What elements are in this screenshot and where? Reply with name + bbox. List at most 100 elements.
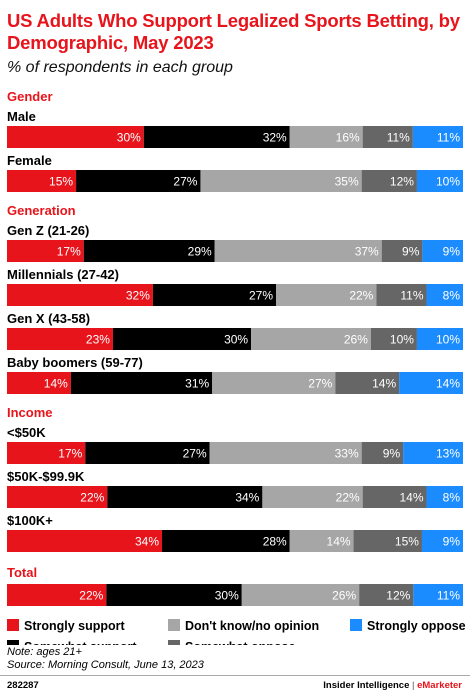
data-label: 15% — [395, 535, 419, 549]
bar-segment — [251, 328, 371, 350]
data-label: 9% — [383, 447, 401, 461]
bar-segment — [361, 442, 404, 464]
bar-segment — [7, 126, 144, 148]
data-label: 11% — [437, 131, 460, 145]
bar-segment — [7, 328, 113, 350]
data-label: 10% — [390, 333, 414, 347]
data-label: 27% — [183, 447, 207, 461]
data-label: 34% — [135, 535, 159, 549]
bar-segment — [381, 240, 423, 262]
stacked-bar-chart: Gender Male 30% 32% 16% 11% 11% Female 15% 27% 35%… — [7, 89, 466, 645]
data-label: 27% — [173, 175, 197, 189]
legend-swatch — [168, 640, 180, 645]
bar-segment — [412, 126, 463, 148]
data-label: 32% — [263, 131, 287, 145]
data-label: 12% — [386, 589, 410, 603]
bar-segment — [7, 284, 153, 306]
data-label: 17% — [58, 447, 82, 461]
data-label: 14% — [44, 377, 68, 391]
bar-segment — [7, 240, 84, 262]
bar-segment — [376, 284, 427, 306]
bar-segment — [214, 240, 382, 262]
data-label: 13% — [436, 447, 460, 461]
bar-segment — [7, 372, 71, 394]
bar-segment — [416, 170, 463, 192]
source-text: Source: Morning Consult, June 13, 2023 — [7, 659, 204, 671]
bar-segment — [7, 442, 86, 464]
data-label: 26% — [332, 589, 356, 603]
bar-segment — [112, 328, 252, 350]
legend-label: Somewhat support — [24, 640, 137, 645]
bar-segment — [421, 530, 463, 552]
data-label: 23% — [86, 333, 110, 347]
bar-segment — [399, 372, 463, 394]
data-label: 11% — [387, 131, 410, 145]
brand-logo: Insider Intelligence | eMarketer — [323, 680, 462, 691]
data-label: 17% — [57, 245, 81, 259]
data-label: 12% — [390, 175, 414, 189]
legend-swatch — [7, 640, 19, 645]
data-label: 30% — [117, 131, 141, 145]
bar-segment — [83, 240, 215, 262]
notes: Note: ages 21+ Source: Morning Consult, … — [7, 646, 204, 672]
data-label: 31% — [185, 377, 209, 391]
bar-segment — [106, 584, 242, 606]
data-label: 34% — [235, 491, 259, 505]
data-label: 8% — [443, 289, 461, 303]
chart-title: US Adults Who Support Legalized Sports B… — [7, 10, 460, 53]
data-label: 14% — [436, 377, 460, 391]
bar-segment — [289, 126, 363, 148]
bar-segment — [413, 584, 463, 606]
data-label: 32% — [126, 289, 150, 303]
data-label: 37% — [355, 245, 379, 259]
data-label: 35% — [335, 175, 359, 189]
group-header: Total — [7, 565, 37, 580]
legend-label: Strongly support — [24, 619, 126, 633]
data-label: 28% — [263, 535, 287, 549]
legend-swatch — [168, 619, 180, 631]
data-label: 14% — [372, 377, 396, 391]
row-label: Gen X (43-58) — [7, 311, 90, 326]
legend-swatch — [350, 619, 362, 631]
bar-segment — [212, 372, 336, 394]
row-label: $50K-$99.9K — [7, 469, 85, 484]
bar-segment — [152, 284, 277, 306]
legend-label: Don't know/no opinion — [185, 619, 319, 633]
data-label: 30% — [215, 589, 239, 603]
bar-segment — [7, 584, 107, 606]
legend-swatch — [7, 619, 19, 631]
bar-segment — [362, 486, 427, 508]
bar-segment — [209, 442, 362, 464]
bar-segment — [7, 530, 163, 552]
data-label: 29% — [188, 245, 212, 259]
data-label: 22% — [336, 491, 360, 505]
bar-segment — [370, 328, 417, 350]
bar-segment — [403, 442, 463, 464]
group-header: Gender — [7, 89, 53, 104]
bar-segment — [426, 284, 463, 306]
bar-segment — [76, 170, 201, 192]
bar-segment — [262, 486, 363, 508]
brand-separator: | — [412, 680, 415, 691]
footer-divider — [0, 675, 470, 676]
data-label: 11% — [400, 289, 423, 303]
data-label: 9% — [402, 245, 420, 259]
bar-segment — [335, 372, 400, 394]
brand-part2: eMarketer — [417, 680, 462, 691]
legend-label: Somewhat oppose — [185, 640, 295, 645]
bar-segment — [276, 284, 377, 306]
data-label: 14% — [399, 491, 423, 505]
data-label: 15% — [49, 175, 73, 189]
bar-segment — [422, 240, 463, 262]
bar-segment — [143, 126, 290, 148]
bar-segment — [107, 486, 263, 508]
data-label: 27% — [249, 289, 273, 303]
data-label: 33% — [335, 447, 359, 461]
bar-segment — [7, 170, 77, 192]
bar-segment — [70, 372, 213, 394]
group-header: Income — [7, 405, 53, 420]
group-header: Generation — [7, 203, 76, 218]
data-label: 11% — [437, 589, 460, 603]
brand-part1: Insider Intelligence — [323, 680, 410, 691]
bar-segment — [416, 328, 463, 350]
